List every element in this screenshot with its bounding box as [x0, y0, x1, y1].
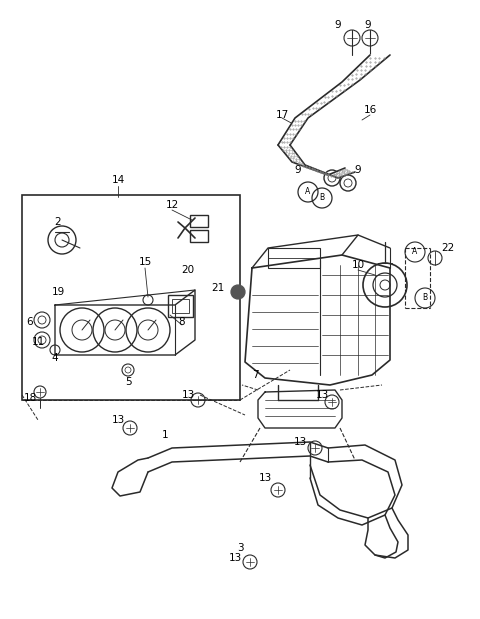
Bar: [168, 295, 193, 317]
Text: 12: 12: [166, 200, 179, 210]
Text: A: A: [305, 188, 311, 196]
Text: 11: 11: [31, 337, 45, 347]
Text: 13: 13: [181, 390, 194, 400]
Text: 3: 3: [237, 543, 243, 553]
Text: 22: 22: [442, 243, 455, 253]
Text: 5: 5: [125, 377, 132, 387]
Bar: [22, 195, 240, 400]
Text: 2: 2: [55, 217, 61, 227]
Text: A: A: [412, 248, 418, 256]
Text: 14: 14: [111, 175, 125, 185]
Text: 9: 9: [355, 165, 361, 175]
Polygon shape: [278, 145, 355, 178]
Text: 20: 20: [181, 265, 194, 275]
Text: 17: 17: [276, 110, 288, 120]
Bar: [172, 299, 189, 313]
Text: 13: 13: [228, 553, 241, 563]
Text: 8: 8: [179, 317, 185, 327]
Text: 13: 13: [315, 390, 329, 400]
Bar: [190, 230, 208, 242]
Text: 18: 18: [24, 393, 36, 403]
Text: 9: 9: [295, 165, 301, 175]
Text: 4: 4: [52, 353, 58, 363]
Bar: [190, 215, 208, 227]
Text: 13: 13: [111, 415, 125, 425]
Text: 6: 6: [27, 317, 33, 327]
Text: B: B: [422, 293, 428, 303]
Bar: [268, 248, 320, 268]
Text: 1: 1: [162, 430, 168, 440]
Text: 15: 15: [138, 257, 152, 267]
Text: 9: 9: [335, 20, 341, 30]
Text: 13: 13: [293, 437, 307, 447]
Text: 21: 21: [211, 283, 225, 293]
Text: 7: 7: [252, 370, 258, 380]
Text: B: B: [319, 194, 324, 202]
Text: 10: 10: [351, 260, 365, 270]
Polygon shape: [278, 55, 390, 145]
Text: 19: 19: [51, 287, 65, 297]
Circle shape: [231, 285, 245, 299]
Text: 16: 16: [363, 105, 377, 115]
Text: 13: 13: [258, 473, 272, 483]
Text: 9: 9: [365, 20, 372, 30]
